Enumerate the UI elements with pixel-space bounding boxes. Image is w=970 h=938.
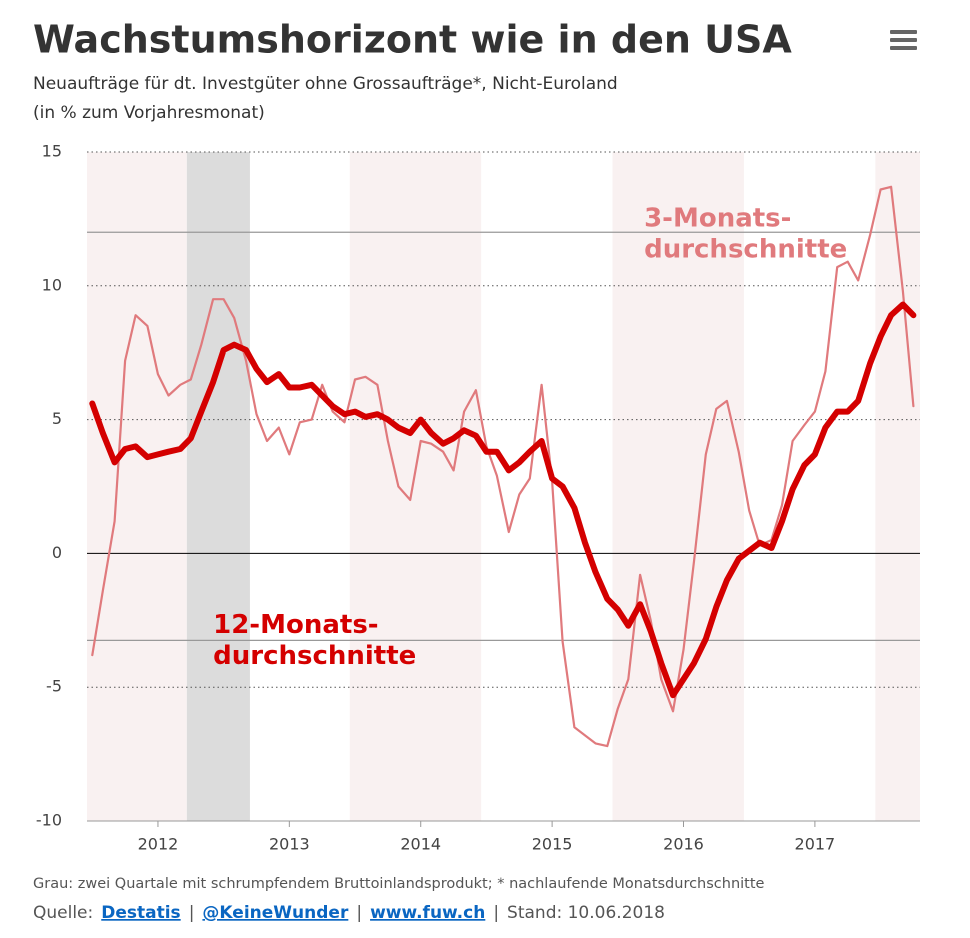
x-tick-label: 2017 — [795, 835, 836, 854]
y-tick-label: -5 — [46, 677, 62, 696]
chart-title: Wachstumshorizont wie in den USA — [33, 18, 792, 62]
year-stripe — [875, 152, 920, 821]
menu-icon[interactable] — [890, 30, 917, 50]
separator: | — [356, 903, 362, 923]
footnote: Grau: zwei Quartale mit schrumpfendem Br… — [33, 876, 765, 892]
year-stripe — [349, 152, 482, 821]
annotation: 12-Monats- — [213, 610, 378, 640]
x-tick-label: 2016 — [663, 835, 704, 854]
source-link[interactable]: Destatis — [101, 903, 180, 923]
series-line — [91, 185, 915, 748]
separator: | — [189, 903, 195, 923]
source-label: Quelle: — [33, 903, 93, 923]
recession-band — [186, 152, 250, 821]
subtitle: (in % zum Vorjahresmonat) — [33, 103, 265, 123]
x-tick-label: 2015 — [532, 835, 573, 854]
series-line — [89, 301, 917, 699]
y-tick-label: 0 — [52, 543, 62, 562]
annotation: durchschnitte — [644, 234, 847, 264]
year-stripe — [612, 152, 744, 821]
x-tick-label: 2012 — [138, 835, 179, 854]
source-link[interactable]: @KeineWunder — [202, 903, 349, 923]
y-tick-label: 10 — [42, 275, 62, 294]
date-stamp: Stand: 10.06.2018 — [507, 903, 665, 923]
y-tick-label: -10 — [36, 811, 62, 830]
separator: | — [493, 903, 499, 923]
annotation: 3-Monats- — [644, 203, 791, 233]
x-tick-label: 2014 — [400, 835, 441, 854]
annotation: durchschnitte — [213, 641, 416, 671]
y-tick-label: 15 — [42, 142, 62, 161]
source-link[interactable]: www.fuw.ch — [370, 903, 485, 923]
x-tick-label: 2013 — [269, 835, 310, 854]
year-stripe — [87, 152, 187, 821]
y-tick-label: 5 — [52, 409, 62, 428]
subtitle: Neuaufträge für dt. Investgüter ohne Gro… — [33, 74, 618, 94]
